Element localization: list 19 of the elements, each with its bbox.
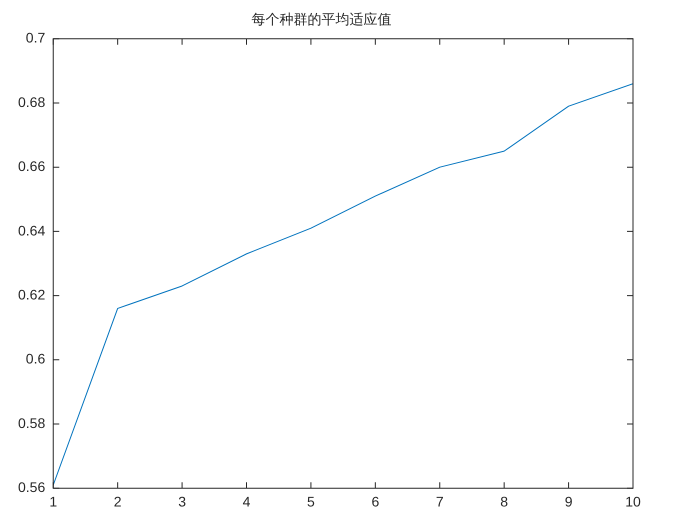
- y-tick-label: 0.56: [18, 479, 46, 496]
- y-tick-label: 0.7: [26, 30, 46, 46]
- x-tick-label: 3: [178, 493, 186, 510]
- x-tick-label: 2: [114, 493, 122, 510]
- y-tick-label: 0.64: [18, 222, 46, 238]
- x-tick-label: 1: [49, 493, 58, 510]
- y-tick-label: 0.58: [18, 414, 46, 431]
- x-tick-label: 6: [371, 493, 380, 510]
- y-tick-label: 0.68: [18, 94, 46, 110]
- y-tick-label: 0.62: [18, 286, 46, 302]
- x-tick-label: 5: [307, 493, 316, 510]
- x-tick-label: 9: [564, 493, 573, 510]
- chart-title: 每个种群的平均适应值: [252, 12, 392, 28]
- x-tick-label: 10: [625, 493, 641, 510]
- y-tick-label: 0.6: [26, 350, 46, 367]
- x-tick-label: 7: [436, 493, 444, 510]
- x-tick-label: 4: [242, 493, 251, 510]
- y-tick-label: 0.66: [18, 158, 46, 174]
- x-tick-label: 8: [500, 493, 508, 510]
